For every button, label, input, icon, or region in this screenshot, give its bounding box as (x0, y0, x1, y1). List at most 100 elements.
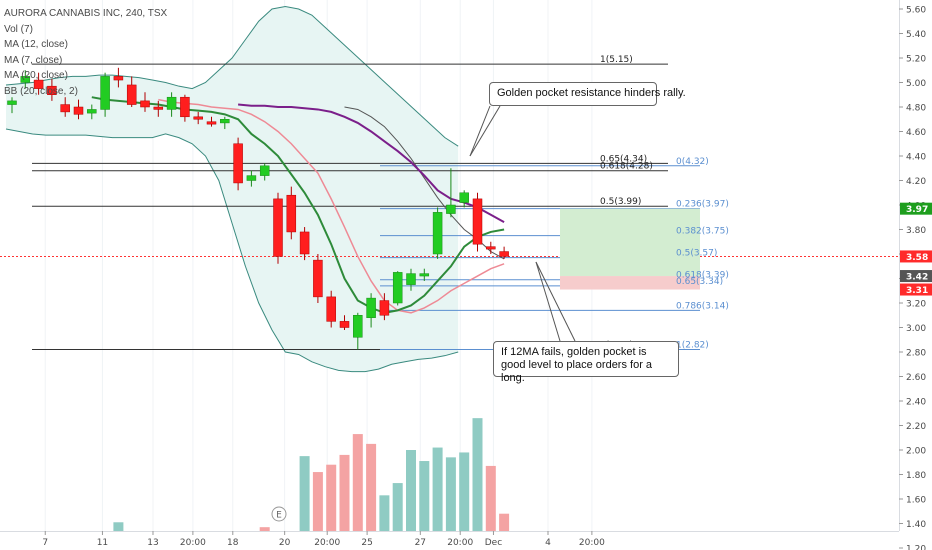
price-tick-label: 2.40 (906, 398, 926, 408)
fib-level-label: 0.618(4.28) (600, 162, 653, 172)
volume-bar (259, 527, 270, 531)
volume-bar (366, 443, 377, 531)
price-tick-label: 5.40 (906, 30, 926, 40)
callout-pointer (469, 105, 491, 157)
candle-up (419, 273, 430, 277)
candle-down (326, 296, 336, 322)
price-tick-label: 1.80 (906, 471, 926, 481)
volume-bar (406, 450, 416, 531)
fib-blue-label: 0.236(3.97) (676, 200, 729, 210)
time-tick-label: 18 (227, 538, 239, 548)
legend-bb[interactable]: BB (20, close, 2) (4, 85, 78, 97)
fib-level-label: 0.5(3.99) (600, 197, 641, 207)
fib-blue-label: 0.65(3.34) (676, 277, 723, 287)
price-tag-label: 3.58 (906, 253, 928, 263)
volume-bar (339, 454, 350, 531)
callout-pointer (535, 261, 561, 342)
legend-ma12[interactable]: MA (12, close) (4, 39, 68, 50)
volume-bar (499, 513, 510, 531)
price-tag-label: 3.42 (906, 273, 928, 283)
volume-bar (113, 522, 124, 531)
candle-down (499, 251, 509, 257)
time-tick-label: 27 (415, 538, 426, 548)
candle-up (7, 100, 17, 105)
volume-bar (326, 464, 337, 531)
candle-down (313, 259, 323, 298)
stop-loss-zone (560, 276, 700, 290)
candle-up (459, 192, 469, 203)
time-tick-label: 20 (279, 538, 291, 548)
candle-down (233, 143, 243, 184)
candle-down (206, 121, 217, 125)
note-resistance[interactable]: Golden pocket resistance hinders rally. (489, 82, 686, 106)
candle-down (472, 198, 483, 245)
price-tick-label: 1.40 (906, 520, 926, 530)
candle-down (486, 246, 496, 250)
time-tick-label: 13 (147, 538, 158, 548)
candle-down (379, 300, 390, 316)
volume-bar (299, 456, 310, 531)
price-tick-label: 3.00 (906, 324, 926, 334)
time-tick-label: 20:00 (314, 538, 340, 548)
fib-level-label: 1(5.15) (600, 55, 633, 65)
volume-bar (459, 452, 470, 531)
time-tick-label: 7 (42, 538, 48, 548)
volume-bar (352, 434, 363, 531)
price-tick-label: 5.00 (906, 79, 926, 89)
price-tag-label: 3.31 (906, 286, 928, 296)
price-tick-label: 3.20 (906, 300, 926, 310)
time-tick-label: 20:00 (447, 538, 473, 548)
candle-up (220, 119, 230, 124)
fib-level-label: 0.65(4.34) (600, 154, 647, 164)
candle-down (339, 321, 350, 328)
long-target-zone (560, 208, 700, 277)
price-tag (900, 250, 932, 263)
candle-down (140, 100, 150, 108)
price-tick-label: 2.80 (906, 349, 926, 359)
ma12-line (91, 96, 505, 314)
candle-up (259, 165, 270, 176)
candle-up (87, 109, 97, 114)
candle-down (60, 104, 70, 113)
candle-down (299, 231, 310, 255)
volume-bar (432, 447, 443, 531)
time-tick-label: 20:00 (579, 538, 605, 548)
price-tick-label: 1.20 (906, 545, 926, 550)
candle-up (166, 96, 177, 110)
bollinger-upper (5, 6, 459, 147)
time-tick-label: 4 (545, 538, 551, 548)
candle-down (126, 84, 137, 105)
note-resistance-text: Golden pocket resistance hinders rally. (497, 87, 686, 99)
price-tag (900, 283, 932, 296)
candle-up (432, 212, 443, 255)
legend-ma7[interactable]: MA (7, close) (4, 54, 63, 66)
price-tick-label: 1.60 (906, 496, 926, 506)
price-tick-label: 4.80 (906, 104, 926, 114)
price-tick-label: 2.20 (906, 422, 926, 432)
earnings-event-label: E (276, 511, 282, 521)
legend-vol[interactable]: Vol (7) (4, 23, 33, 35)
candle-down (286, 194, 297, 233)
earnings-event-marker (271, 506, 287, 522)
volume-bar (445, 457, 456, 531)
fib-blue-label: 1(2.82) (676, 341, 709, 351)
candle-up (246, 175, 257, 181)
price-tick-label: 2.60 (906, 373, 926, 383)
note-support[interactable]: If 12MA fails, golden pocket is good lev… (493, 341, 679, 384)
fib-blue-label: 0.382(3.75) (676, 227, 729, 237)
bollinger-lower (5, 128, 459, 373)
price-tick-label: 4.60 (906, 128, 926, 138)
volume-bar (312, 472, 323, 531)
legend-ma20[interactable]: MA (20, close) (4, 70, 68, 81)
callout-pointer (535, 261, 576, 342)
candle-down (73, 106, 84, 115)
indicator-legend: AURORA CANNABIS INC, 240, TSX Vol (7) MA… (4, 6, 167, 99)
candle-up (446, 204, 456, 214)
candle-down (47, 85, 57, 96)
price-tag-label: 3.97 (906, 205, 928, 215)
price-tick-label: 4.20 (906, 177, 926, 187)
symbol-title[interactable]: AURORA CANNABIS INC, 240, TSX (4, 8, 168, 19)
price-tick-label: 2.00 (906, 447, 926, 457)
candle-up (20, 76, 31, 83)
